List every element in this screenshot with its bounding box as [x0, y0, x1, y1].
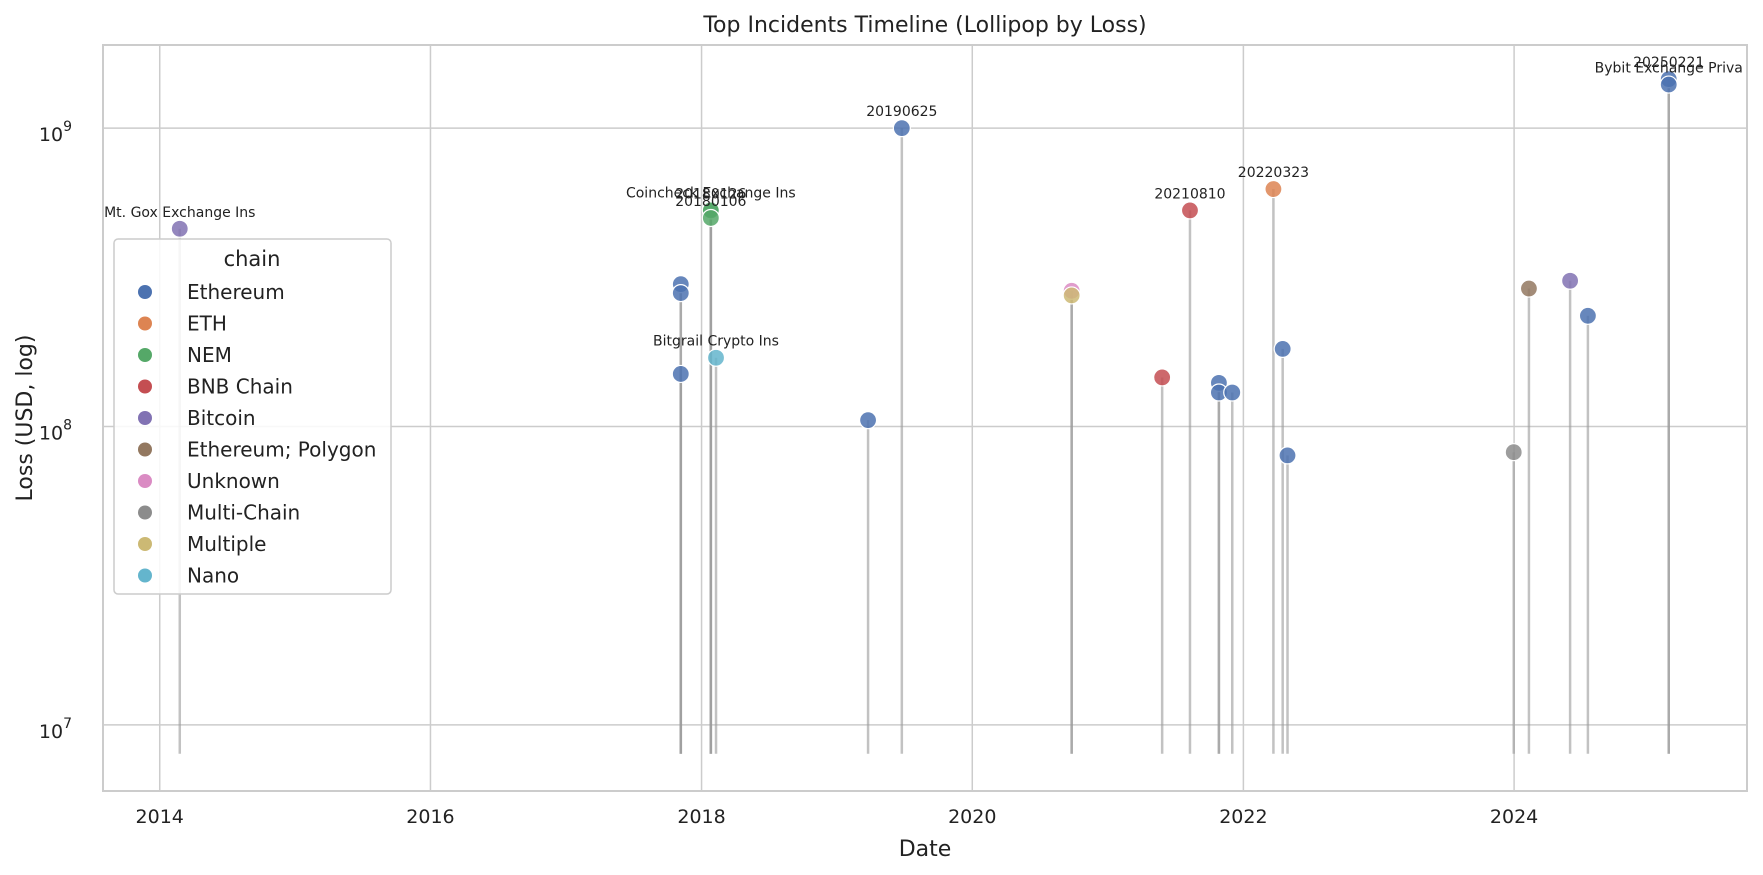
points — [170, 70, 1678, 465]
data-point — [1504, 443, 1523, 462]
legend-label: Multiple — [187, 532, 266, 556]
plot-frame — [102, 44, 1748, 792]
x-tick-label: 2022 — [1219, 806, 1267, 828]
legend-marker — [138, 505, 152, 520]
x-tick-label: 2024 — [1490, 806, 1538, 828]
point-annotation: Bitgrail Crypto Ins — [653, 334, 779, 350]
annotations: Mt. Gox Exchange Ins Coincheck Exchange I… — [104, 55, 1743, 350]
data-point — [706, 348, 726, 367]
data-point — [1519, 279, 1539, 298]
legend-frame — [113, 238, 392, 595]
legend-marker — [138, 348, 152, 362]
legend-title: chain — [224, 247, 281, 271]
legend-label: ETH — [187, 312, 227, 336]
data-point — [701, 208, 720, 228]
legend-marker — [138, 442, 152, 457]
data-point — [170, 219, 189, 238]
point-annotation: 20210810 — [1154, 186, 1225, 202]
legend-marker — [138, 474, 152, 488]
chart-title: Top Incidents Timeline (Lollipop by Loss… — [702, 13, 1146, 38]
data-point — [1153, 368, 1172, 387]
data-point — [892, 119, 911, 138]
point-annotation: Coincheck Exchange Ins — [626, 185, 796, 201]
point-annotation: Bybit Exchange Priva — [1595, 61, 1743, 77]
legend-marker — [138, 411, 152, 425]
point-annotation: Mt. Gox Exchange Ins — [104, 205, 255, 221]
data-point — [1223, 383, 1242, 402]
point-annotation: 20220323 — [1238, 165, 1309, 181]
x-tick-label: 2020 — [948, 806, 996, 828]
y-tick-label: 108 — [39, 417, 72, 444]
point-annotation: 20180126 — [675, 186, 746, 202]
data-point — [1062, 286, 1081, 305]
data-point — [1578, 306, 1598, 325]
y-tick-label: 109 — [39, 119, 72, 146]
legend-marker — [138, 379, 152, 394]
x-axis-title: Date — [899, 837, 952, 862]
legend-entries: Ethereum ETH NEM BNB Chain Bitcoin Ethereum; … — [138, 280, 376, 588]
point-annotation: 20180106 — [675, 194, 746, 210]
legend-label: Ethereum — [187, 280, 285, 304]
point-annotation: 20190625 — [866, 104, 937, 120]
y-axis-title: Loss (USD, log) — [13, 335, 38, 502]
legend-label: NEM — [187, 343, 232, 367]
legend-marker — [138, 568, 152, 583]
legend-label: Unknown — [187, 469, 280, 493]
x-tick-label: 2018 — [677, 806, 725, 828]
y-tick-labels: 107 108 109 — [39, 119, 72, 743]
legend-marker — [138, 316, 152, 331]
data-point — [858, 411, 878, 430]
x-tick-label: 2016 — [406, 806, 454, 828]
x-tick-labels: 2014 2016 2018 2020 2022 2024 — [136, 806, 1539, 828]
point-annotation: 20250221 — [1633, 55, 1704, 71]
legend-label: BNB Chain — [187, 375, 293, 399]
legend-marker — [138, 285, 152, 299]
data-point — [671, 364, 690, 384]
data-point — [1561, 271, 1580, 290]
data-point — [1278, 446, 1297, 465]
x-tick-label: 2014 — [136, 806, 184, 828]
data-point — [671, 283, 690, 303]
data-point — [1273, 339, 1292, 359]
legend-label: Multi-Chain — [187, 501, 300, 525]
legend-label: Bitcoin — [187, 406, 256, 430]
y-tick-label: 107 — [39, 716, 72, 743]
legend-label: Nano — [187, 564, 239, 588]
legend-marker — [138, 537, 152, 551]
data-point — [1180, 201, 1200, 220]
data-point — [1659, 75, 1678, 94]
data-point — [1264, 179, 1283, 199]
legend-label: Ethereum; Polygon — [187, 438, 376, 462]
